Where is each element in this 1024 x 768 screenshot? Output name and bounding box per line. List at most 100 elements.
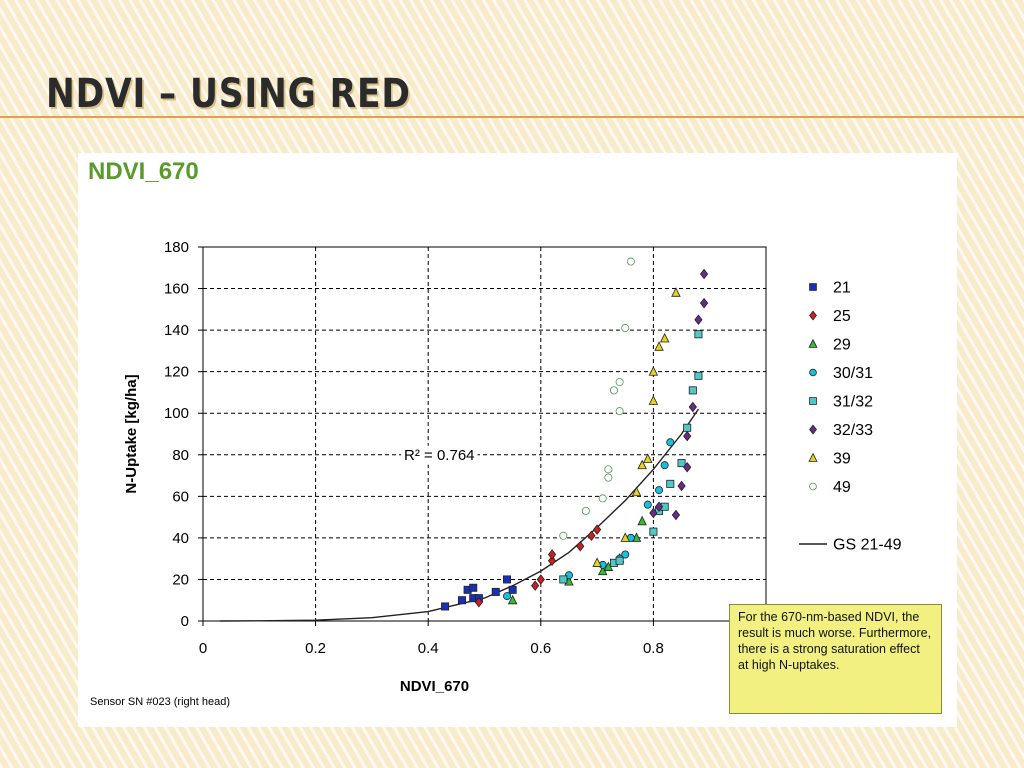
y-tick-label: 100	[164, 405, 189, 422]
x-tick-label: 0	[199, 640, 207, 657]
data-point-39	[631, 486, 642, 497]
data-point-30-31	[655, 486, 664, 495]
legend-label: 21	[833, 280, 851, 297]
data-point-49	[615, 407, 624, 416]
legend-label: 31/32	[833, 394, 873, 411]
legend-label: 32/33	[833, 422, 873, 439]
data-points	[441, 257, 709, 611]
data-point-39	[592, 557, 602, 567]
y-tick-label: 160	[164, 281, 189, 298]
legend-label: 49	[833, 479, 851, 496]
data-point-31-32	[615, 556, 624, 565]
y-tick-label: 40	[172, 530, 189, 547]
data-point-32-33	[683, 461, 692, 473]
y-tick-label: 180	[164, 239, 189, 256]
data-point-21	[491, 587, 500, 596]
data-point-32-33	[699, 268, 709, 280]
data-point-30-31	[660, 461, 669, 470]
trendline-path	[219, 408, 699, 622]
data-point-32-33	[694, 314, 703, 325]
data-point-49	[581, 506, 590, 515]
y-tick-label: 140	[164, 322, 189, 339]
data-point-49	[621, 324, 630, 333]
y-axis-label: N-Uptake [kg/ha]	[123, 374, 140, 493]
data-point-25	[536, 574, 545, 585]
data-point-25	[547, 549, 557, 560]
data-point-39	[671, 287, 681, 297]
data-point-32-33	[699, 297, 709, 309]
data-point-31-32	[677, 459, 686, 468]
data-point-30-31	[621, 550, 630, 559]
legend-marker	[808, 338, 818, 348]
legend-label: 25	[833, 308, 851, 325]
legend-marker	[808, 452, 818, 462]
legend-label: 39	[833, 451, 851, 468]
x-axis-label: NDVI_670	[400, 678, 469, 695]
data-point-25	[592, 524, 602, 535]
data-point-30-31	[503, 592, 512, 601]
trendline	[219, 408, 699, 622]
x-tick-label: 0.4	[418, 640, 439, 657]
y-tick-label: 60	[172, 488, 189, 505]
data-point-30-31	[643, 500, 652, 509]
data-point-31-32	[683, 423, 692, 432]
legend-marker	[809, 368, 817, 377]
data-point-31-32	[694, 330, 703, 339]
slide-title: NDVI – using red	[46, 71, 411, 117]
data-point-25	[474, 597, 483, 608]
data-point-39	[643, 453, 653, 463]
y-tick-label: 0	[181, 613, 189, 630]
plot-area	[202, 246, 767, 622]
r-squared-annotation: R² = 0.764	[404, 447, 474, 464]
legend-marker	[809, 482, 817, 491]
data-point-21	[469, 583, 478, 592]
legend-marker	[809, 283, 817, 291]
data-point-49	[598, 494, 607, 503]
data-point-32-33	[683, 430, 692, 442]
legend-label: 30/31	[833, 365, 873, 382]
data-point-21	[441, 602, 450, 611]
data-point-25	[576, 540, 585, 552]
data-point-49	[559, 531, 568, 540]
data-point-21	[457, 596, 466, 605]
data-point-49	[604, 473, 613, 482]
axis-ticks: 0 20 40 60 80 100 120 140 160 180 0 0.2 0.4 0.6 0.8	[164, 239, 664, 657]
r-squared-background	[401, 445, 478, 465]
legend-marker	[809, 310, 817, 321]
data-point-39	[654, 341, 664, 351]
x-tick-label: 0.6	[530, 640, 551, 657]
data-point-32-33	[654, 501, 664, 512]
legend: 21 25 29 30/31 31/32 32/33 39 49 GS 21-49	[799, 280, 902, 554]
data-point-31-32	[559, 575, 568, 584]
data-point-32-33	[677, 480, 686, 492]
data-point-39	[648, 395, 659, 405]
data-point-29	[507, 594, 518, 605]
data-point-32-33	[649, 507, 658, 519]
data-point-31-32	[694, 371, 703, 380]
note-box: For the 670-nm-based NDVI, the result is…	[729, 604, 942, 714]
data-point-31-32	[666, 479, 675, 488]
grid	[203, 247, 766, 621]
title-divider	[0, 116, 1024, 118]
data-point-31-32	[688, 386, 697, 395]
scatter-chart: NDVI_670 0 20 40 60 80 100 120 140 160 180 0 0.2 0.4…	[88, 158, 902, 708]
data-point-25	[587, 530, 596, 542]
data-point-39	[620, 532, 630, 542]
data-point-30-31	[666, 438, 675, 447]
data-point-25	[547, 555, 557, 566]
y-tick-label: 80	[172, 447, 189, 464]
data-point-25	[531, 580, 540, 591]
y-tick-label: 120	[164, 364, 189, 381]
legend-label: 29	[833, 337, 851, 354]
data-point-49	[609, 386, 618, 395]
legend-label: GS 21-49	[833, 537, 902, 554]
legend-marker	[809, 397, 817, 405]
chart-panel: NDVI_670 0 20 40 60 80 100 120 140 160 180 0 0.2 0.4…	[78, 153, 957, 727]
data-point-39	[659, 332, 670, 343]
legend-marker	[809, 424, 817, 435]
data-point-49	[626, 257, 635, 266]
data-point-39	[648, 366, 659, 376]
data-point-21	[508, 585, 517, 594]
data-point-32-33	[671, 509, 681, 521]
data-point-29	[637, 515, 647, 526]
